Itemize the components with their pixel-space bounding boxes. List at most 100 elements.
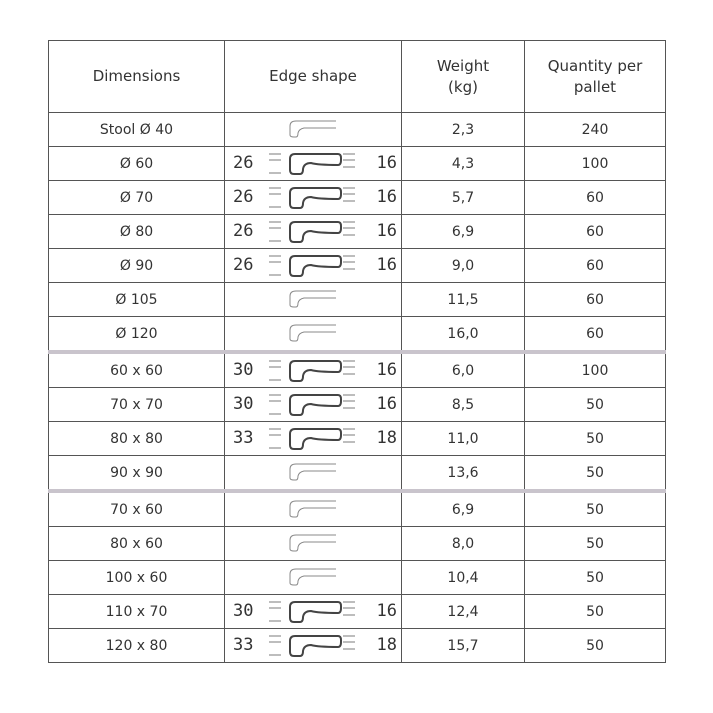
quantity-cell: 100 (524, 146, 666, 181)
edge-right-dimension: 16 (376, 255, 397, 275)
table-row: 80 x 60 8,0 50 (48, 526, 666, 561)
dimensions-cell: Ø 120 (48, 316, 225, 353)
edge-left-dimension: 26 (233, 255, 254, 275)
edge-left-dimension: 30 (233, 394, 254, 414)
table-row: Ø 60 26 16 4,3 100 (48, 146, 666, 181)
weight-cell: 8,0 (401, 526, 525, 561)
table-row: 110 x 70 30 16 12,4 50 (48, 594, 666, 629)
edge-right-dimension: 16 (376, 360, 397, 380)
weight-cell: 6,0 (401, 350, 525, 388)
header-row: Dimensions Edge shape Weight (kg) Quantity … (48, 40, 666, 113)
edge-shape-icon (269, 360, 355, 382)
edge-shape-cell: 33 18 (224, 628, 402, 663)
edge-shape-cell (224, 455, 402, 492)
table-row: Stool Ø 40 2,3 240 (48, 112, 666, 147)
table-row: 100 x 60 10,4 50 (48, 560, 666, 595)
edge-shape-icon (269, 635, 355, 657)
quantity-cell: 60 (524, 248, 666, 283)
dimensions-cell: 90 x 90 (48, 455, 225, 492)
weight-cell: 11,0 (401, 421, 525, 456)
quantity-cell: 50 (524, 594, 666, 629)
table-row: 70 x 60 6,9 50 (48, 489, 666, 527)
dimensions-cell: Ø 80 (48, 214, 225, 249)
edge-shape-icon (269, 394, 355, 416)
edge-right-dimension: 18 (376, 428, 397, 448)
weight-cell: 9,0 (401, 248, 525, 283)
column-header: Weight (kg) (401, 40, 525, 113)
edge-right-dimension: 16 (376, 153, 397, 173)
dimensions-cell: 70 x 70 (48, 387, 225, 422)
edge-right-dimension: 16 (376, 601, 397, 621)
edge-shape-cell (224, 282, 402, 317)
weight-cell: 16,0 (401, 316, 525, 353)
edge-shape-icon (289, 463, 336, 481)
edge-left-dimension: 26 (233, 187, 254, 207)
quantity-cell: 50 (524, 489, 666, 527)
edge-shape-cell: 30 16 (224, 594, 402, 629)
dimensions-cell: 80 x 80 (48, 421, 225, 456)
edge-shape-icon (269, 187, 355, 209)
weight-cell: 13,6 (401, 455, 525, 492)
quantity-cell: 60 (524, 282, 666, 317)
column-header: Edge shape (224, 40, 402, 113)
edge-shape-cell (224, 112, 402, 147)
quantity-cell: 100 (524, 350, 666, 388)
weight-cell: 10,4 (401, 560, 525, 595)
quantity-cell: 60 (524, 316, 666, 353)
table-row: 120 x 80 33 18 15,7 50 (48, 628, 666, 663)
dimensions-cell: 110 x 70 (48, 594, 225, 629)
edge-shape-cell (224, 489, 402, 527)
edge-shape-icon (289, 500, 336, 518)
weight-cell: 12,4 (401, 594, 525, 629)
quantity-cell: 60 (524, 214, 666, 249)
column-header: Quantity per pallet (524, 40, 666, 113)
edge-shape-icon (269, 153, 355, 175)
dimensions-cell: Ø 70 (48, 180, 225, 215)
edge-shape-cell: 30 16 (224, 387, 402, 422)
table-row: 80 x 80 33 18 11,0 50 (48, 421, 666, 456)
edge-right-dimension: 16 (376, 187, 397, 207)
edge-shape-cell: 30 16 (224, 350, 402, 388)
table-row: 70 x 70 30 16 8,5 50 (48, 387, 666, 422)
edge-shape-cell: 26 16 (224, 248, 402, 283)
edge-left-dimension: 26 (233, 153, 254, 173)
edge-shape-cell (224, 526, 402, 561)
quantity-cell: 50 (524, 560, 666, 595)
edge-shape-icon (289, 534, 336, 552)
edge-shape-cell (224, 316, 402, 353)
dimensions-cell: 120 x 80 (48, 628, 225, 663)
edge-shape-cell: 33 18 (224, 421, 402, 456)
quantity-cell: 50 (524, 526, 666, 561)
quantity-cell: 50 (524, 628, 666, 663)
table-row: Ø 70 26 16 5,7 60 (48, 180, 666, 215)
edge-right-dimension: 16 (376, 221, 397, 241)
table-row: 60 x 60 30 16 6,0 100 (48, 350, 666, 388)
edge-shape-icon (269, 221, 355, 243)
edge-shape-cell: 26 16 (224, 214, 402, 249)
dimensions-cell: 70 x 60 (48, 489, 225, 527)
edge-shape-icon (289, 290, 336, 308)
edge-left-dimension: 30 (233, 360, 254, 380)
edge-right-dimension: 18 (376, 635, 397, 655)
quantity-cell: 50 (524, 455, 666, 492)
dimensions-cell: 60 x 60 (48, 350, 225, 388)
weight-cell: 6,9 (401, 214, 525, 249)
edge-shape-cell: 26 16 (224, 146, 402, 181)
quantity-cell: 60 (524, 180, 666, 215)
table-row: Ø 90 26 16 9,0 60 (48, 248, 666, 283)
edge-left-dimension: 26 (233, 221, 254, 241)
edge-shape-icon (269, 428, 355, 450)
edge-shape-cell: 26 16 (224, 180, 402, 215)
table-row: Ø 120 16,0 60 (48, 316, 666, 353)
column-header: Dimensions (48, 40, 225, 113)
dimensions-cell: 100 x 60 (48, 560, 225, 595)
dimensions-cell: Ø 90 (48, 248, 225, 283)
quantity-cell: 240 (524, 112, 666, 147)
weight-cell: 2,3 (401, 112, 525, 147)
weight-cell: 15,7 (401, 628, 525, 663)
product-table: Dimensions Edge shape Weight (kg) Quantity … (48, 40, 666, 663)
edge-shape-cell (224, 560, 402, 595)
edge-left-dimension: 30 (233, 601, 254, 621)
dimensions-cell: Stool Ø 40 (48, 112, 225, 147)
edge-shape-icon (289, 120, 336, 138)
